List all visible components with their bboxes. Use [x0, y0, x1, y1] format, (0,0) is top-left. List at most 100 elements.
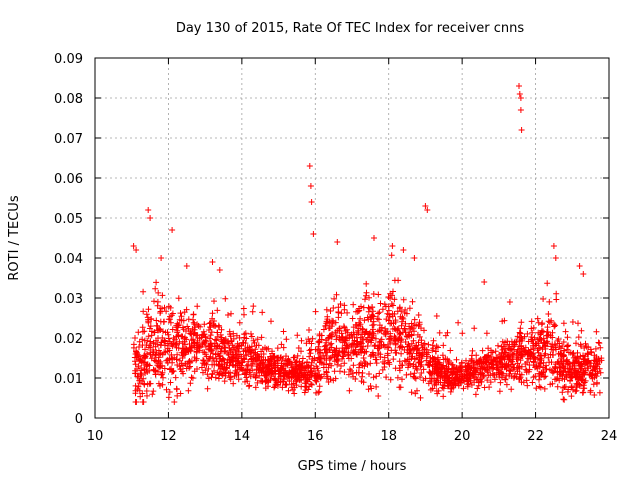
data-point [290, 370, 297, 377]
data-point [536, 376, 542, 383]
data-point [177, 310, 184, 317]
data-point [184, 346, 190, 353]
data-point [398, 322, 405, 329]
data-point [175, 295, 182, 302]
data-point [549, 380, 556, 387]
data-point [485, 345, 492, 352]
data-point [139, 342, 146, 349]
data-point [359, 373, 366, 380]
data-point [281, 376, 287, 383]
data-point [136, 344, 142, 350]
data-point [219, 339, 226, 345]
data-point [401, 357, 408, 364]
data-point [132, 382, 139, 389]
data-point [540, 296, 547, 302]
data-point [381, 301, 388, 308]
data-point [280, 328, 287, 335]
data-point [200, 369, 206, 376]
data-point [312, 346, 319, 353]
data-point [336, 327, 343, 334]
data-point [151, 357, 158, 364]
data-point [380, 359, 386, 365]
data-point [563, 357, 570, 364]
data-point [345, 352, 351, 359]
data-point [573, 380, 580, 387]
data-point [139, 390, 146, 397]
data-point [560, 339, 567, 345]
data-point [559, 363, 565, 369]
data-point [338, 310, 345, 317]
data-point [272, 368, 279, 375]
data-point [399, 376, 405, 383]
data-point [560, 358, 567, 365]
data-point [349, 341, 355, 348]
data-point [238, 342, 245, 349]
data-point [154, 341, 161, 348]
data-point [580, 271, 587, 277]
data-point [398, 308, 405, 315]
data-point [447, 347, 454, 354]
data-point [420, 366, 427, 373]
data-point [181, 309, 188, 316]
data-point [402, 320, 409, 327]
data-point [308, 381, 315, 388]
data-point [137, 357, 144, 364]
data-point [414, 366, 421, 373]
data-point [396, 358, 403, 365]
data-point [174, 351, 181, 358]
data-point [436, 329, 443, 336]
data-point [534, 365, 541, 372]
data-point [411, 316, 418, 323]
y-tick-label: 0.08 [54, 92, 83, 107]
data-point [553, 296, 560, 303]
data-point [133, 348, 140, 355]
data-point [585, 344, 592, 351]
data-point [228, 310, 234, 317]
data-point [453, 356, 460, 363]
data-point [518, 319, 525, 326]
data-point [214, 307, 221, 314]
data-point [206, 320, 213, 327]
data-point [242, 352, 249, 359]
data-point [227, 359, 234, 366]
data-point [238, 359, 245, 366]
data-point [277, 366, 284, 373]
data-point [244, 366, 251, 373]
data-point [171, 399, 178, 405]
data-point [375, 310, 382, 317]
data-point [230, 380, 237, 387]
data-point [286, 378, 293, 385]
data-point [145, 333, 152, 340]
data-point [306, 163, 313, 169]
data-point [217, 348, 224, 355]
y-tick-label: 0.06 [54, 172, 83, 187]
data-point [376, 370, 383, 377]
data-point [518, 379, 525, 386]
data-point [552, 322, 559, 329]
data-point [394, 337, 401, 344]
data-point [214, 369, 221, 376]
data-point [459, 373, 466, 380]
data-point [423, 346, 430, 353]
data-point [331, 368, 338, 375]
data-point [365, 386, 372, 393]
data-point [322, 342, 329, 349]
data-point [218, 370, 225, 377]
data-point [175, 345, 182, 352]
data-point [190, 311, 197, 318]
data-point [167, 379, 174, 386]
data-point [398, 350, 405, 357]
data-point [151, 367, 158, 374]
data-point [414, 346, 421, 353]
data-point [338, 363, 344, 369]
data-point [306, 347, 313, 354]
data-point [348, 344, 355, 351]
data-point [472, 391, 479, 398]
data-point [228, 338, 234, 345]
data-point [596, 340, 603, 347]
data-point [362, 329, 368, 336]
data-point [233, 347, 240, 354]
data-point [155, 335, 161, 342]
data-point [375, 291, 382, 298]
data-point [232, 367, 239, 374]
